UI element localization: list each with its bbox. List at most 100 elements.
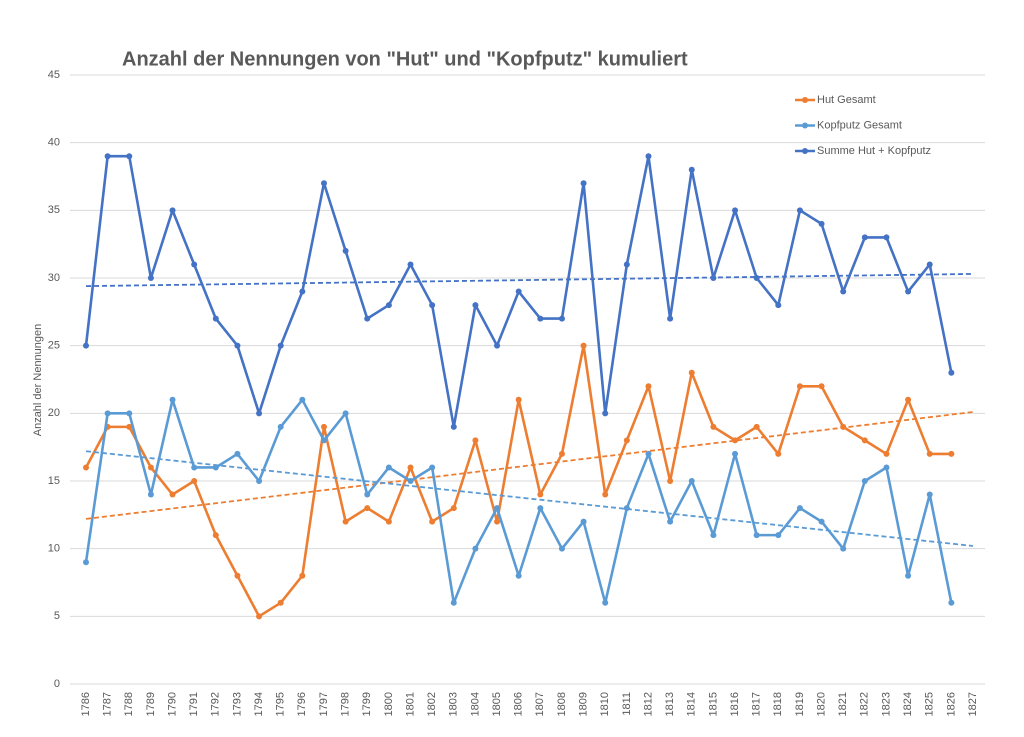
data-point [796, 383, 803, 390]
data-point [602, 599, 609, 606]
data-point [948, 369, 955, 376]
data-point [364, 315, 371, 322]
data-point [667, 315, 674, 322]
data-point [147, 464, 154, 471]
x-tick-label: 1803 [448, 692, 460, 716]
data-point [385, 518, 392, 525]
data-point [580, 518, 587, 525]
x-tick-label: 1805 [491, 692, 503, 716]
x-tick-label: 1796 [296, 692, 308, 716]
data-point [104, 410, 111, 417]
data-point [256, 410, 263, 417]
x-tick-label: 1816 [729, 692, 741, 716]
data-point [710, 275, 717, 281]
data-point [796, 207, 803, 214]
data-point [775, 302, 782, 309]
x-tick-label: 1814 [686, 692, 698, 716]
data-point [234, 342, 241, 349]
data-point [342, 410, 349, 417]
data-point [364, 505, 371, 512]
y-tick-label: 30 [48, 272, 60, 284]
data-point [364, 491, 371, 498]
x-tick-label: 1790 [166, 692, 178, 716]
x-tick-label: 1789 [145, 692, 157, 716]
data-point [191, 464, 198, 471]
y-tick-label: 45 [48, 69, 60, 81]
data-point [212, 532, 219, 539]
data-point [602, 410, 609, 417]
data-point [320, 437, 327, 444]
data-point [861, 234, 868, 241]
data-point [407, 464, 414, 471]
x-tick-label: 1826 [945, 692, 957, 716]
data-point [472, 545, 479, 552]
x-tick-label: 1818 [772, 692, 784, 716]
data-point [688, 478, 695, 484]
data-point [926, 261, 933, 268]
data-point [169, 207, 176, 214]
data-point [602, 491, 609, 498]
data-point [494, 505, 501, 512]
data-point [515, 396, 522, 403]
x-tick-label: 1800 [383, 692, 395, 716]
data-point [472, 302, 479, 309]
data-point [429, 518, 436, 525]
x-tick-label: 1813 [664, 692, 676, 716]
data-point [169, 396, 176, 403]
data-point [861, 437, 868, 444]
y-tick-label: 35 [48, 204, 60, 216]
y-axis-label: Anzahl der Nennungen [32, 324, 44, 437]
data-point [558, 545, 565, 552]
x-tick-label: 1791 [188, 692, 200, 716]
data-point [299, 572, 306, 579]
data-point [147, 275, 154, 281]
data-point [753, 275, 760, 281]
data-point [450, 423, 457, 430]
y-tick-label: 10 [48, 543, 60, 555]
data-point [775, 532, 782, 539]
data-point [385, 464, 392, 471]
data-point [753, 532, 760, 539]
trend-line [85, 273, 974, 288]
data-point [883, 450, 890, 457]
data-point [320, 180, 327, 187]
data-point [234, 450, 241, 457]
y-tick-label: 0 [54, 678, 60, 690]
data-point [147, 491, 154, 498]
data-point [299, 396, 306, 403]
trend-line [85, 450, 974, 547]
x-tick-label: 1824 [902, 692, 914, 716]
x-tick-label: 1788 [123, 692, 135, 716]
data-point [450, 599, 457, 606]
x-tick-label: 1787 [102, 692, 114, 716]
x-tick-label: 1822 [859, 692, 871, 716]
data-point [818, 220, 825, 227]
x-tick-label: 1823 [880, 692, 892, 716]
x-tick-label: 1799 [361, 692, 373, 716]
x-tick-label: 1825 [924, 692, 936, 716]
data-point [515, 572, 522, 579]
x-tick-label: 1812 [642, 692, 654, 716]
data-point [169, 491, 176, 498]
data-point [83, 464, 89, 471]
x-tick-label: 1809 [577, 692, 589, 716]
data-point [126, 423, 133, 430]
x-tick-label: 1819 [794, 692, 806, 716]
x-tick-label: 1827 [967, 692, 979, 716]
data-point [256, 613, 263, 620]
x-tick-label: 1815 [707, 692, 719, 716]
x-tick-label: 1797 [318, 692, 330, 716]
x-tick-label: 1802 [426, 692, 438, 716]
legend-label: Hut Gesamt [817, 94, 876, 106]
x-tick-label: 1793 [231, 692, 243, 716]
data-point [667, 518, 674, 525]
data-point [472, 437, 479, 444]
legend-marker [802, 122, 808, 129]
data-point [277, 423, 284, 430]
data-point [732, 437, 739, 444]
data-point [818, 518, 825, 525]
x-tick-label: 1807 [534, 692, 546, 716]
data-point [342, 247, 349, 254]
data-point [212, 315, 219, 322]
